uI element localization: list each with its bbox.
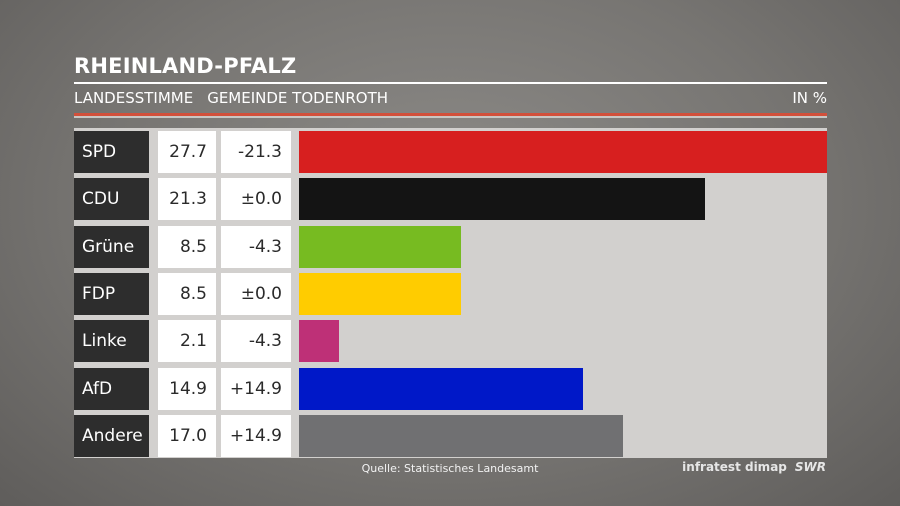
subtitle-vote-type: LANDESSTIMME [74, 89, 194, 107]
table-row: SPD 27.7 -21.3 [74, 131, 827, 173]
subtitle-municipality: GEMEINDE TODENROTH [207, 89, 389, 107]
chart-panel: SPD 27.7 -21.3 CDU 21.3 ±0.0 Grüne 8.5 -4.3 FDP 8.… [74, 128, 827, 458]
party-label: AfD [74, 368, 149, 410]
table-row: CDU 21.3 ±0.0 [74, 178, 827, 220]
vote-share-value: 27.7 [158, 131, 216, 173]
vote-change-value: ±0.0 [221, 178, 291, 220]
chart-subtitle: LANDESSTIMME GEMEINDE TODENROTH IN % [74, 89, 827, 107]
accent-rule-shadow [74, 116, 827, 118]
vote-change-value: -21.3 [221, 131, 291, 173]
party-label: Linke [74, 320, 149, 362]
bar-cdu [299, 178, 705, 220]
vote-change-value: +14.9 [221, 415, 291, 457]
vote-change-value: +14.9 [221, 368, 291, 410]
accent-rule [74, 113, 827, 116]
source-note: Quelle: Statistisches Landesamt [361, 462, 539, 475]
party-label: SPD [74, 131, 149, 173]
brand-name: infratest dimap [682, 460, 787, 474]
vote-change-value: -4.3 [221, 226, 291, 268]
vote-change-value: ±0.0 [221, 273, 291, 315]
chart-title: RHEINLAND-PFALZ [74, 54, 297, 78]
party-label: FDP [74, 273, 149, 315]
title-rule [74, 82, 827, 84]
vote-change-value: -4.3 [221, 320, 291, 362]
table-row: Linke 2.1 -4.3 [74, 320, 827, 362]
bar-linke [299, 320, 339, 362]
table-row: FDP 8.5 ±0.0 [74, 273, 827, 315]
bar-spd [299, 131, 827, 173]
table-row: AfD 14.9 +14.9 [74, 368, 827, 410]
party-label: Grüne [74, 226, 149, 268]
vote-share-value: 14.9 [158, 368, 216, 410]
bar-grüne [299, 226, 461, 268]
vote-share-value: 17.0 [158, 415, 216, 457]
vote-share-value: 8.5 [158, 273, 216, 315]
vote-share-value: 2.1 [158, 320, 216, 362]
brand-footer: infratest dimap SWR [682, 460, 826, 474]
party-label: CDU [74, 178, 149, 220]
unit-label: IN % [792, 89, 827, 107]
vote-share-value: 21.3 [158, 178, 216, 220]
table-row: Grüne 8.5 -4.3 [74, 226, 827, 268]
party-label: Andere [74, 415, 149, 457]
bar-andere [299, 415, 623, 457]
table-row: Andere 17.0 +14.9 [74, 415, 827, 457]
vote-share-value: 8.5 [158, 226, 216, 268]
bar-fdp [299, 273, 461, 315]
bar-afd [299, 368, 583, 410]
swr-logo: SWR [794, 460, 826, 474]
